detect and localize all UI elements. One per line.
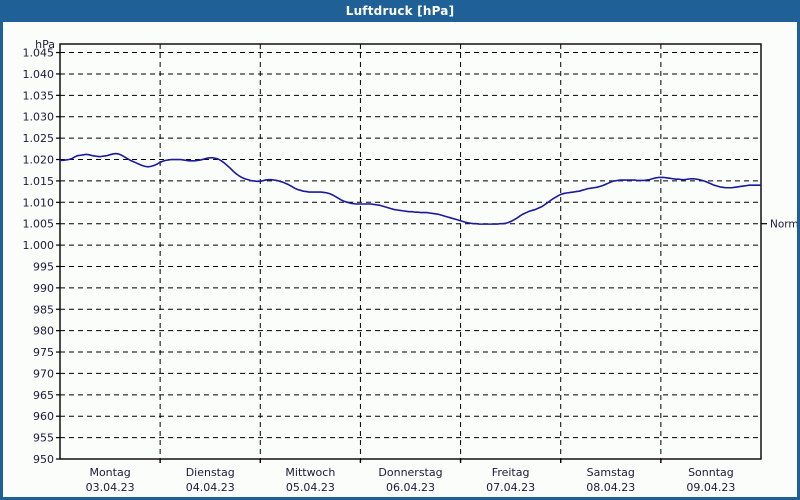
x-axis-day-name: Dienstag <box>186 466 235 479</box>
x-axis-day-labels: Montag 03.04.23 Dienstag 04.04.23 Mittwoch 05… <box>86 466 736 494</box>
y-axis-tick-label: 1.005 <box>23 218 55 231</box>
y-axis-tick-label: 1.020 <box>23 154 55 167</box>
y-axis-tick-labels: 1.045 1.040 1.035 1.030 1.025 1.020 1.015 1.010… <box>23 47 55 466</box>
y-axis-tick-label: 1.040 <box>23 68 55 81</box>
y-axis-tick-label: 995 <box>33 260 54 273</box>
horizontal-gridlines <box>60 52 761 439</box>
chart-area: 1.045 1.040 1.035 1.030 1.025 1.020 1.015 1.010… <box>3 22 798 497</box>
y-axis-tick-label: 980 <box>33 325 54 338</box>
vertical-gridlines <box>159 44 662 459</box>
y-axis-tick-label: 990 <box>33 282 54 295</box>
x-axis-day-date: 08.04.23 <box>586 481 635 494</box>
y-axis-tick-label: 1.025 <box>23 132 55 145</box>
x-axis-day-date: 07.04.23 <box>486 481 535 494</box>
y-axis-tick-label: 965 <box>33 389 54 402</box>
y-axis-tick-label: 1.015 <box>23 175 55 188</box>
window-title-bar: Luftdruck [hPa] <box>0 0 800 22</box>
y-axis-tick-label: 950 <box>33 453 54 466</box>
x-axis-day-date: 03.04.23 <box>86 481 135 494</box>
series-group <box>59 152 762 225</box>
x-axis-day-name: Montag <box>89 466 130 479</box>
y-axis-tick-label: 955 <box>33 432 54 445</box>
x-axis-day-date: 05.04.23 <box>286 481 335 494</box>
y-axis-tick-label: 1.010 <box>23 196 55 209</box>
plot-frame <box>56 43 762 463</box>
x-axis-day-date: 06.04.23 <box>386 481 435 494</box>
y-axis-tick-label: 960 <box>33 410 54 423</box>
plot-border <box>59 43 762 460</box>
y-axis-unit-label: hPa <box>35 38 55 51</box>
y-axis-tick-label: 985 <box>33 303 54 316</box>
y-axis-tick-label: 975 <box>33 346 54 359</box>
normal-reference-marker: Normal <box>761 219 797 231</box>
x-axis-day-name: Samstag <box>587 466 635 479</box>
x-axis-day-name: Freitag <box>492 466 530 479</box>
y-axis-tick-label: 1.000 <box>23 239 55 252</box>
y-axis-tick-label: 1.035 <box>23 89 55 102</box>
x-axis-day-name: Mittwoch <box>285 466 335 479</box>
x-axis-day-name: Donnerstag <box>378 466 442 479</box>
y-axis-tick-label: 1.030 <box>23 111 55 124</box>
x-axis-day-date: 09.04.23 <box>686 481 735 494</box>
normal-label: Normal <box>770 219 797 231</box>
data-line-luftdruck <box>59 152 762 225</box>
pressure-line-chart: 1.045 1.040 1.035 1.030 1.025 1.020 1.015 1.010… <box>23 38 798 494</box>
page-title: Luftdruck [hPa] <box>345 4 455 18</box>
x-axis-day-name: Sonntag <box>688 466 734 479</box>
x-axis-day-date: 04.04.23 <box>186 481 235 494</box>
y-axis-tick-label: 970 <box>33 367 54 380</box>
y-axis-tick-label: 1.045 <box>23 47 55 60</box>
